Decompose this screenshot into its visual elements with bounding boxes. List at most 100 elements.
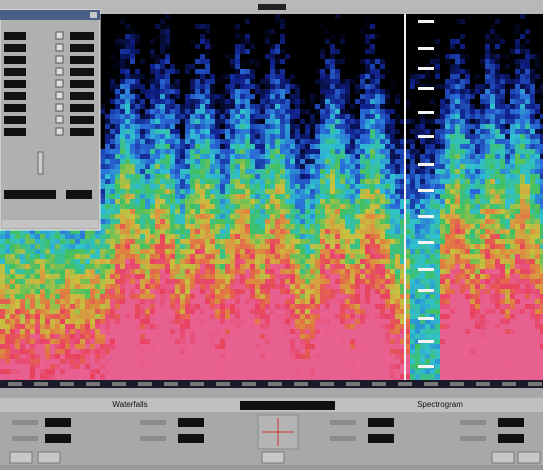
- spectro-cell: [295, 154, 300, 159]
- spectro-cell: [510, 119, 515, 124]
- spectro-cell: [355, 119, 360, 124]
- spectro-cell: [290, 89, 295, 94]
- spectro-cell: [460, 199, 465, 204]
- spectro-cell: [210, 139, 215, 144]
- spectro-cell: [485, 29, 490, 34]
- spectro-cell: [490, 39, 495, 44]
- spectro-cell: [495, 74, 500, 79]
- spectro-cell: [360, 64, 365, 69]
- spectro-cell: [135, 94, 140, 99]
- spectro-cell: [205, 19, 210, 24]
- spectro-cell: [175, 154, 180, 159]
- spectro-cell: [280, 59, 285, 64]
- spectro-cell: [460, 84, 465, 89]
- spectro-cell: [470, 109, 475, 114]
- spectro-cell: [130, 184, 135, 189]
- spectro-cell: [180, 179, 185, 184]
- spectro-cell: [115, 149, 120, 154]
- spectro-cell: [210, 54, 215, 59]
- spectro-cell: [475, 74, 480, 79]
- spectro-cell: [530, 204, 535, 209]
- spectro-cell: [410, 29, 415, 34]
- spectro-cell: [540, 44, 543, 49]
- spectro-cell: [175, 234, 180, 239]
- spectro-cell: [325, 29, 330, 34]
- spectro-cell: [150, 119, 155, 124]
- spectro-cell: [470, 69, 475, 74]
- spectro-cell: [455, 149, 460, 154]
- spectro-cell: [360, 234, 365, 239]
- spectro-cell: [525, 149, 530, 154]
- spectro-cell: [435, 34, 440, 39]
- spectro-cell: [275, 14, 280, 19]
- spectro-cell: [195, 184, 200, 189]
- spectro-cell: [160, 119, 165, 124]
- spectro-cell: [130, 174, 135, 179]
- spectro-cell: [500, 24, 505, 29]
- spectro-cell: [460, 69, 465, 74]
- spectro-cell: [295, 19, 300, 24]
- spectro-cell: [235, 214, 240, 219]
- spectro-cell: [320, 154, 325, 159]
- spectro-cell: [155, 134, 160, 139]
- spectro-cell: [285, 84, 290, 89]
- spectro-cell: [310, 159, 315, 164]
- spectro-cell: [495, 39, 500, 44]
- spectro-cell: [315, 124, 320, 129]
- spectro-cell: [465, 114, 470, 119]
- spectro-cell: [40, 229, 45, 234]
- spectro-cell: [350, 159, 355, 164]
- spectro-cell: [185, 69, 190, 74]
- spectro-cell: [150, 99, 155, 104]
- spectro-cell: [115, 129, 120, 134]
- spectro-cell: [110, 114, 115, 119]
- spectro-cell: [195, 169, 200, 174]
- spectro-cell: [430, 219, 435, 224]
- spectro-cell: [530, 79, 535, 84]
- spectro-cell: [450, 154, 455, 159]
- spectro-cell: [445, 149, 450, 154]
- spectro-cell: [295, 179, 300, 184]
- spectro-cell: [110, 219, 115, 224]
- spectro-cell: [270, 24, 275, 29]
- spectro-cell: [30, 229, 35, 234]
- spectro-cell: [255, 34, 260, 39]
- spectro-cell: [535, 54, 540, 59]
- spectro-cell: [520, 234, 525, 239]
- spectro-cell: [330, 239, 335, 244]
- spectro-cell: [220, 69, 225, 74]
- spectro-cell: [365, 189, 370, 194]
- spectro-cell: [245, 104, 250, 109]
- spectro-cell: [530, 14, 535, 19]
- spectro-cell: [495, 119, 500, 124]
- spectro-cell: [110, 109, 115, 114]
- spectro-cell: [310, 19, 315, 24]
- spectro-cell: [465, 219, 470, 224]
- spectro-cell: [495, 219, 500, 224]
- spectro-cell: [400, 174, 405, 179]
- spectro-cell: [105, 119, 110, 124]
- spectro-cell: [220, 114, 225, 119]
- spectro-cell: [370, 74, 375, 79]
- spectro-cell: [495, 59, 500, 64]
- spectro-cell: [135, 199, 140, 204]
- spectro-cell: [400, 129, 405, 134]
- spectro-cell: [180, 94, 185, 99]
- spectro-cell: [190, 44, 195, 49]
- spectro-cell: [370, 114, 375, 119]
- spectro-cell: [350, 64, 355, 69]
- spectro-cell: [225, 119, 230, 124]
- spectro-cell: [495, 154, 500, 159]
- spectro-cell: [520, 209, 525, 214]
- spectro-cell: [180, 69, 185, 74]
- spectro-cell: [375, 44, 380, 49]
- spectro-cell: [115, 194, 120, 199]
- spectro-cell: [525, 234, 530, 239]
- spectro-cell: [205, 124, 210, 129]
- spectro-cell: [510, 109, 515, 114]
- spectro-cell: [365, 64, 370, 69]
- spectro-cell: [470, 94, 475, 99]
- spectro-cell: [485, 74, 490, 79]
- spectro-cell: [240, 179, 245, 184]
- spectro-cell: [255, 179, 260, 184]
